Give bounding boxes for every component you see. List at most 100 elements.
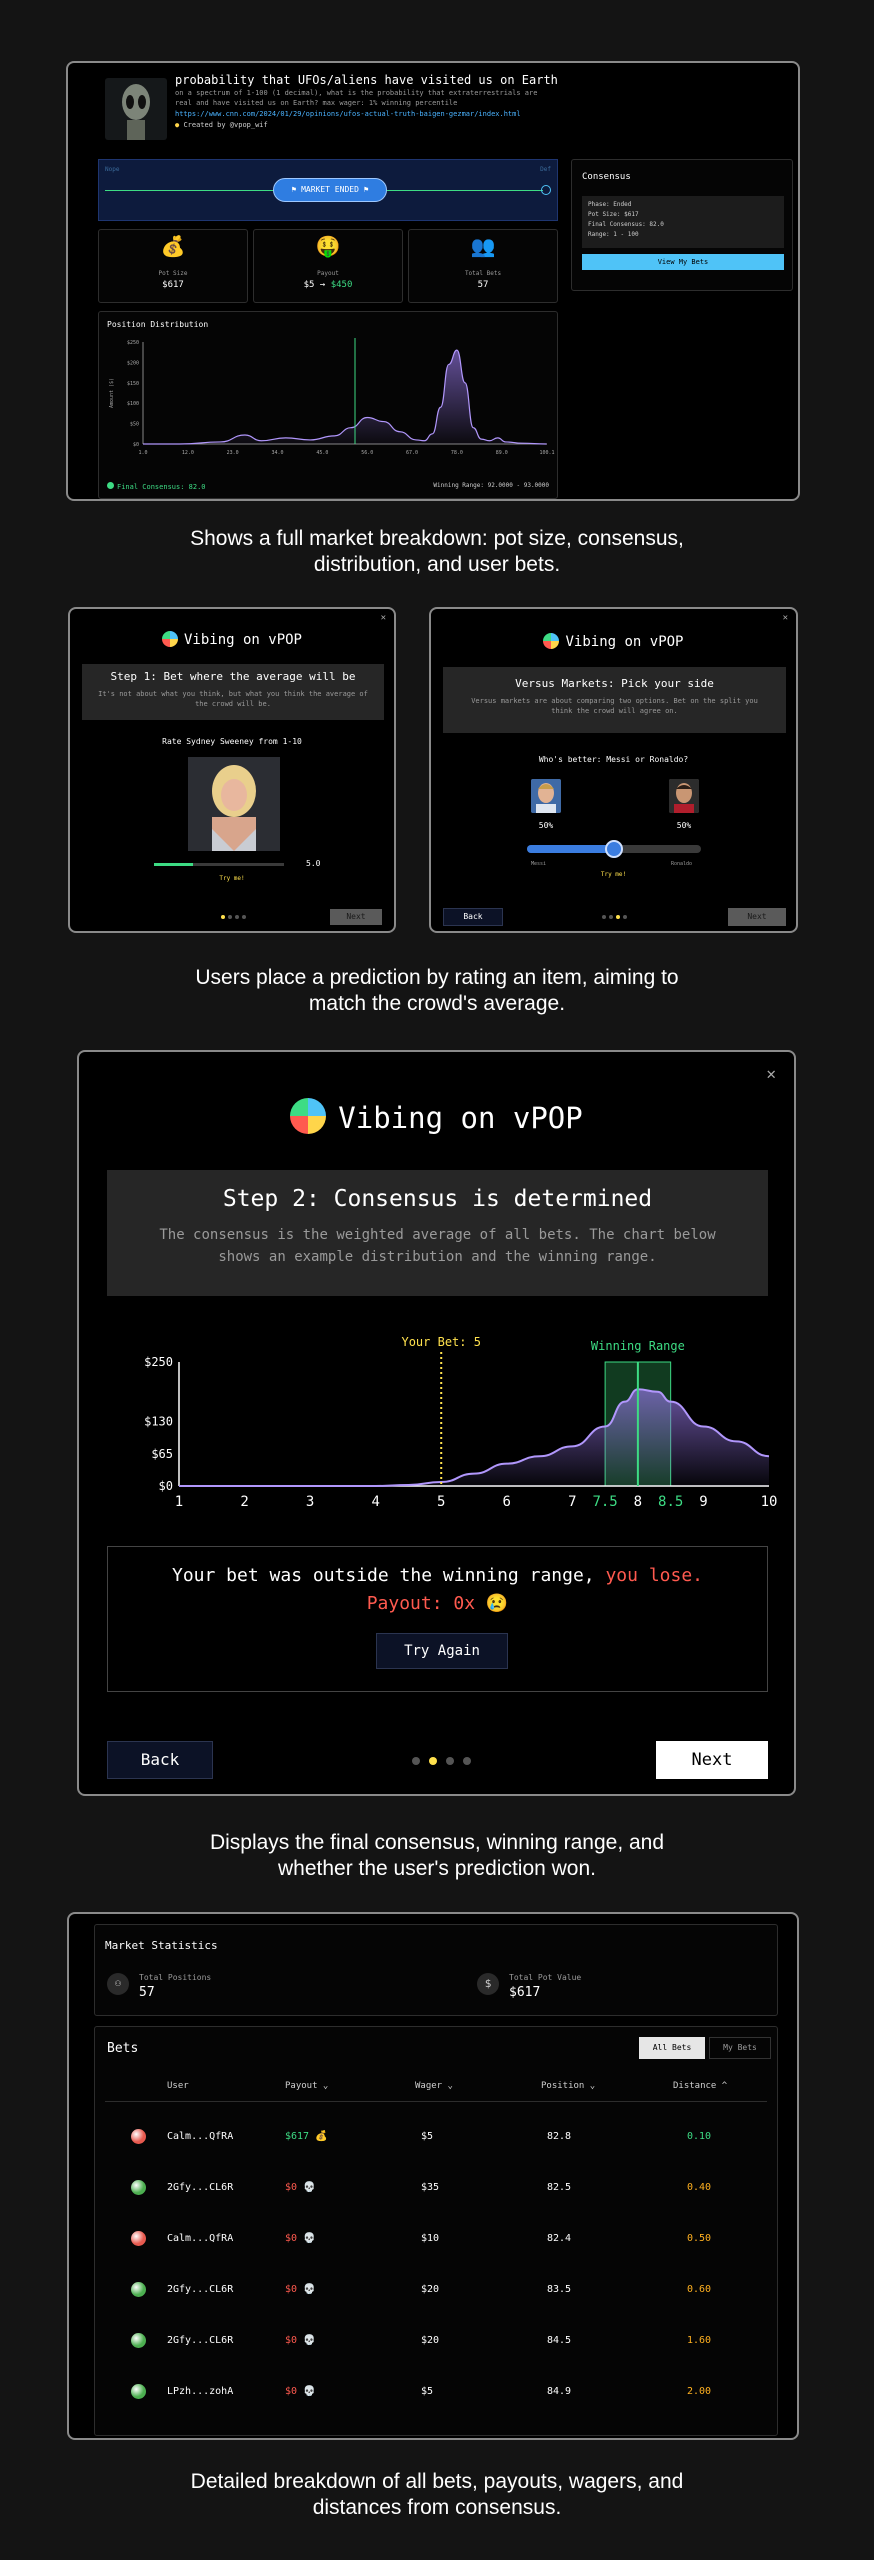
close-icon[interactable]: ✕	[782, 613, 788, 623]
ronaldo-avatar[interactable]	[669, 779, 699, 813]
messi-avatar[interactable]	[531, 779, 561, 813]
pager-dot[interactable]	[242, 915, 246, 919]
next-button[interactable]: Next	[656, 1741, 768, 1779]
cell-position: 84.9	[547, 2386, 572, 2397]
pager-dot[interactable]	[412, 1757, 420, 1765]
cell-wager: $5	[421, 2386, 434, 2397]
vpop-logo-icon	[290, 1098, 327, 1134]
pager-dot[interactable]	[446, 1757, 454, 1765]
y-tick-label: $200	[127, 360, 139, 366]
stat-card-payout: 🤑 Payout $5 → $450	[253, 229, 403, 303]
column-header-distance[interactable]: Distance ^	[673, 2081, 728, 2091]
sydney-photo	[188, 757, 280, 851]
left-name: Messi	[531, 861, 547, 867]
brand-header: Vibing on vPOP	[431, 633, 796, 650]
versus-slider-handle[interactable]	[605, 840, 623, 858]
distribution-title: Position Distribution	[107, 320, 209, 329]
y-tick-label: $150	[127, 381, 139, 387]
step-subtext: It's not about what you think, but what …	[98, 690, 368, 708]
pager-dot[interactable]	[235, 915, 239, 919]
table-row[interactable]: Calm...QfRA $0 💀 $10 82.4 0.50	[95, 2229, 779, 2249]
table-row[interactable]: 2Gfy...CL6R $0 💀 $20 83.5 0.60	[95, 2280, 779, 2300]
x-tick-label: 2	[240, 1494, 248, 1510]
x-tick-label: 7.5	[592, 1494, 617, 1510]
creator-label: ● Created by @vpop_wif	[175, 121, 268, 129]
next-button[interactable]: Next	[728, 908, 786, 926]
column-header-user[interactable]: User	[167, 2081, 189, 2091]
avatar	[131, 2333, 146, 2348]
cell-position: 82.4	[547, 2233, 572, 2244]
pager-dot[interactable]	[602, 915, 606, 919]
vpop-logo-icon	[161, 631, 178, 647]
next-button[interactable]: Next	[330, 909, 382, 925]
step-heading: Versus Markets: Pick your side	[515, 677, 714, 690]
market-slider: Nope Def ⚑ MARKET ENDED ⚑	[98, 159, 558, 221]
bets-title: Bets	[107, 2041, 139, 2056]
market-title: probability that UFOs/aliens have visite…	[175, 73, 558, 87]
rating-prompt: Rate Sydney Sweeney from 1-10	[162, 737, 302, 746]
table-row[interactable]: 2Gfy...CL6R $0 💀 $35 82.5 0.40	[95, 2178, 779, 2198]
market-link[interactable]: https://www.cnn.com/2024/01/29/opinions/…	[175, 110, 521, 118]
y-tick-label: $250	[127, 340, 139, 346]
tab-all-bets[interactable]: All Bets	[639, 2037, 705, 2059]
caption-3: Displays the final consensus, winning ra…	[209, 1831, 665, 1880]
dollar-icon: $	[477, 1973, 499, 1995]
cell-distance: 1.60	[687, 2335, 712, 2346]
tab-my-bets[interactable]: My Bets	[709, 2037, 771, 2059]
column-header-wager[interactable]: Wager ⌄	[415, 2081, 453, 2091]
cell-payout: $0 💀	[285, 2386, 316, 2397]
back-button[interactable]: Back	[443, 908, 503, 926]
y-tick-label: $130	[144, 1415, 173, 1429]
view-my-bets-button[interactable]: View My Bets	[582, 254, 784, 270]
close-icon[interactable]: ✕	[766, 1064, 776, 1083]
column-header-position[interactable]: Position ⌄	[541, 2081, 596, 2091]
y-tick-label: $250	[144, 1355, 173, 1369]
x-tick-label: 45.0	[316, 450, 328, 456]
pager-dot-active[interactable]	[429, 1757, 437, 1765]
pager-dot-active[interactable]	[221, 915, 225, 919]
caption-2: Users place a prediction by rating an it…	[195, 966, 679, 1015]
cell-user: Calm...QfRA	[167, 2131, 234, 2142]
cell-distance: 2.00	[687, 2386, 712, 2397]
brand-header: Vibing on vPOP	[70, 631, 394, 648]
final-consensus-text: Final Consensus: 82.0	[588, 221, 664, 228]
stat-card-bets: 👥 Total Bets 57	[408, 229, 558, 303]
versus-prompt: Who's better: Messi or Ronaldo?	[538, 755, 689, 764]
cell-wager: $5	[421, 2131, 434, 2142]
x-tick-label: 12.0	[182, 450, 194, 456]
table-row[interactable]: LPzh...zohA $0 💀 $5 84.9 2.00	[95, 2382, 779, 2402]
y-tick-label: $0	[133, 442, 139, 448]
rating-slider[interactable]	[154, 863, 284, 866]
table-row[interactable]: Calm...QfRA $617 💰 $5 82.8 0.10	[95, 2127, 779, 2147]
try-again-button[interactable]: Try Again	[376, 1633, 508, 1669]
market-statistics-card: Market Statistics ⚇ Total Positions 57 $…	[94, 1924, 778, 2016]
pager-dot[interactable]	[609, 915, 613, 919]
close-icon[interactable]: ✕	[380, 613, 386, 623]
winning-range-label: Winning Range	[591, 1339, 685, 1353]
market-ended-badge: ⚑ MARKET ENDED ⚑	[273, 178, 387, 202]
stat-label: Pot Size	[158, 270, 188, 277]
distribution-line	[143, 349, 547, 445]
cell-wager: $35	[421, 2182, 440, 2193]
right-percent: 50%	[676, 821, 692, 830]
pager-dot[interactable]	[463, 1757, 471, 1765]
distribution-card: Position Distribution $0 $50 $100 $150 $200 $…	[98, 311, 558, 499]
pager-dot[interactable]	[623, 915, 627, 919]
x-tick-label: 4	[371, 1494, 379, 1510]
step-box: Step 1: Bet where the average will be It…	[82, 664, 384, 720]
cell-payout: $0 💀	[285, 2335, 316, 2346]
example-distribution-chart: Winning Range $0 $65 $130 $250 1 2 3 4 5 6 7 7.5 8 8.5…	[144, 1335, 777, 1510]
try-me-label: Try me!	[219, 875, 245, 882]
pager-dot-active[interactable]	[616, 915, 620, 919]
total-positions-value: 57	[139, 1985, 155, 2000]
result-text: Your bet was outside the winning range, …	[171, 1565, 704, 1586]
versus-slider[interactable]	[527, 840, 701, 858]
step-box: Step 2: Consensus is determined The cons…	[107, 1170, 768, 1296]
column-header-payout[interactable]: Payout ⌄	[285, 2081, 329, 2091]
x-tick-label: 78.0	[451, 450, 463, 456]
people-icon: 👥	[470, 234, 496, 258]
cell-distance: 0.40	[687, 2182, 712, 2193]
back-button[interactable]: Back	[107, 1741, 213, 1779]
table-row[interactable]: 2Gfy...CL6R $0 💀 $20 84.5 1.60	[95, 2331, 779, 2351]
pager-dot[interactable]	[228, 915, 232, 919]
